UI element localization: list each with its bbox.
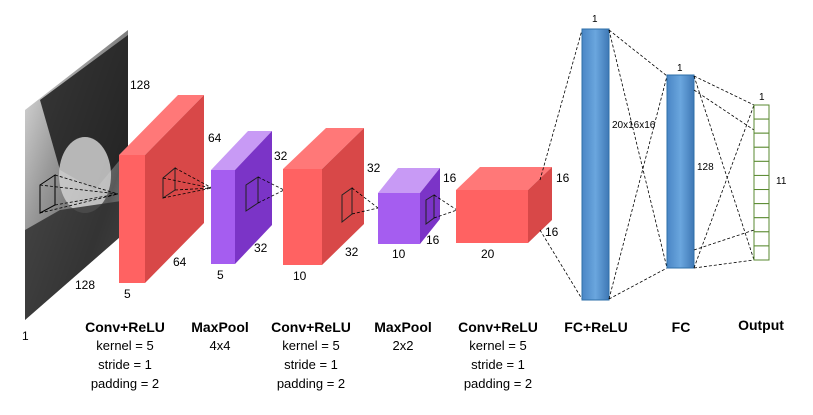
caption-output-title: Output <box>738 317 784 333</box>
fc2-bar <box>666 74 695 269</box>
conv1-block <box>119 95 204 283</box>
caption-conv3: Conv+ReLU kernel = 5 stride = 1 padding … <box>443 318 553 393</box>
caption-pool2-size: 2x2 <box>392 338 414 353</box>
input-width-label: 128 <box>75 278 95 292</box>
input-height-label: 128 <box>130 78 150 92</box>
pool1-block <box>211 131 272 264</box>
conv3-to-fc1-connection <box>539 29 583 300</box>
caption-conv3-stride: stride = 1 <box>471 357 525 372</box>
fc2-to-output-connection <box>693 75 755 269</box>
conv3-depth-label: 20 <box>481 247 495 261</box>
caption-conv1-padding: padding = 2 <box>90 376 160 391</box>
caption-conv1-kernel: kernel = 5 <box>96 338 154 353</box>
conv3-width-label: 16 <box>545 225 559 239</box>
output-cell <box>753 203 770 219</box>
conv2-block <box>283 128 364 265</box>
caption-conv2-padding: padding = 2 <box>276 376 346 391</box>
output-vector <box>753 104 770 261</box>
conv2-height-label: 32 <box>367 161 381 175</box>
input-to-conv1-connection <box>39 174 119 214</box>
conv3-block <box>456 167 552 243</box>
conv2-to-pool2-connection <box>351 187 379 215</box>
pool2-height-label: 16 <box>443 171 457 185</box>
caption-pool1-size: 4x4 <box>209 338 231 353</box>
pool1-width-label: 32 <box>254 241 268 255</box>
output-cell <box>753 146 770 162</box>
conv1-width-label: 64 <box>208 131 222 145</box>
input-image <box>25 30 128 320</box>
caption-conv3-kernel: kernel = 5 <box>469 338 527 353</box>
output-cell <box>753 118 770 134</box>
caption-conv2-stride: stride = 1 <box>284 357 338 372</box>
caption-conv1-title: Conv+ReLU <box>85 319 165 335</box>
output-cell <box>753 231 770 247</box>
caption-conv1: Conv+ReLU kernel = 5 stride = 1 padding … <box>70 318 180 393</box>
fc1-bar <box>581 28 610 301</box>
conv3-height-label: 16 <box>556 171 570 185</box>
caption-pool2-title: MaxPool <box>374 319 432 335</box>
caption-fc2-title: FC <box>671 319 691 335</box>
output-cell <box>753 104 770 120</box>
caption-pool1: MaxPool 4x4 <box>165 318 275 355</box>
pool2-to-conv3-connection <box>433 194 458 219</box>
pool2-block <box>378 168 440 244</box>
fc1-size-label: 20x16x16 <box>612 120 656 131</box>
output-cell <box>753 217 770 233</box>
conv1-depth-label: 5 <box>124 287 131 301</box>
output-size-label: 11 <box>776 176 787 187</box>
pool1-depth-label: 5 <box>217 268 224 282</box>
caption-fc2: FC <box>626 318 736 336</box>
conv1-to-pool1-connection <box>162 167 213 199</box>
conv2-width-label: 32 <box>345 245 359 259</box>
caption-conv3-padding: padding = 2 <box>463 376 533 391</box>
pool2-width-label: 16 <box>426 233 440 247</box>
caption-fc1-title: FC+ReLU <box>564 319 628 335</box>
output-cell <box>753 189 770 205</box>
caption-conv2: Conv+ReLU kernel = 5 stride = 1 padding … <box>256 318 366 393</box>
output-cell <box>753 132 770 148</box>
output-cell <box>753 160 770 176</box>
conv2-depth-label: 10 <box>293 269 307 283</box>
caption-output: Output <box>706 316 813 334</box>
caption-fc1: FC+ReLU <box>541 318 651 336</box>
caption-conv3-title: Conv+ReLU <box>458 319 538 335</box>
caption-conv2-title: Conv+ReLU <box>271 319 351 335</box>
output-top-label: 1 <box>759 92 765 103</box>
caption-pool2: MaxPool 2x2 <box>348 318 458 355</box>
pool1-height-label: 32 <box>274 149 288 163</box>
output-cell <box>753 245 770 261</box>
conv1-height-label: 64 <box>173 255 187 269</box>
output-cell <box>753 174 770 191</box>
caption-conv1-stride: stride = 1 <box>98 357 152 372</box>
fc1-top-label: 1 <box>592 14 598 25</box>
pool2-depth-label: 10 <box>392 247 406 261</box>
fc1-to-fc2-connection <box>608 29 668 300</box>
input-channel-label: 1 <box>22 329 29 343</box>
caption-pool1-title: MaxPool <box>191 319 249 335</box>
fc2-top-label: 1 <box>677 63 683 74</box>
fc2-size-label: 128 <box>697 162 714 173</box>
caption-conv2-kernel: kernel = 5 <box>282 338 340 353</box>
